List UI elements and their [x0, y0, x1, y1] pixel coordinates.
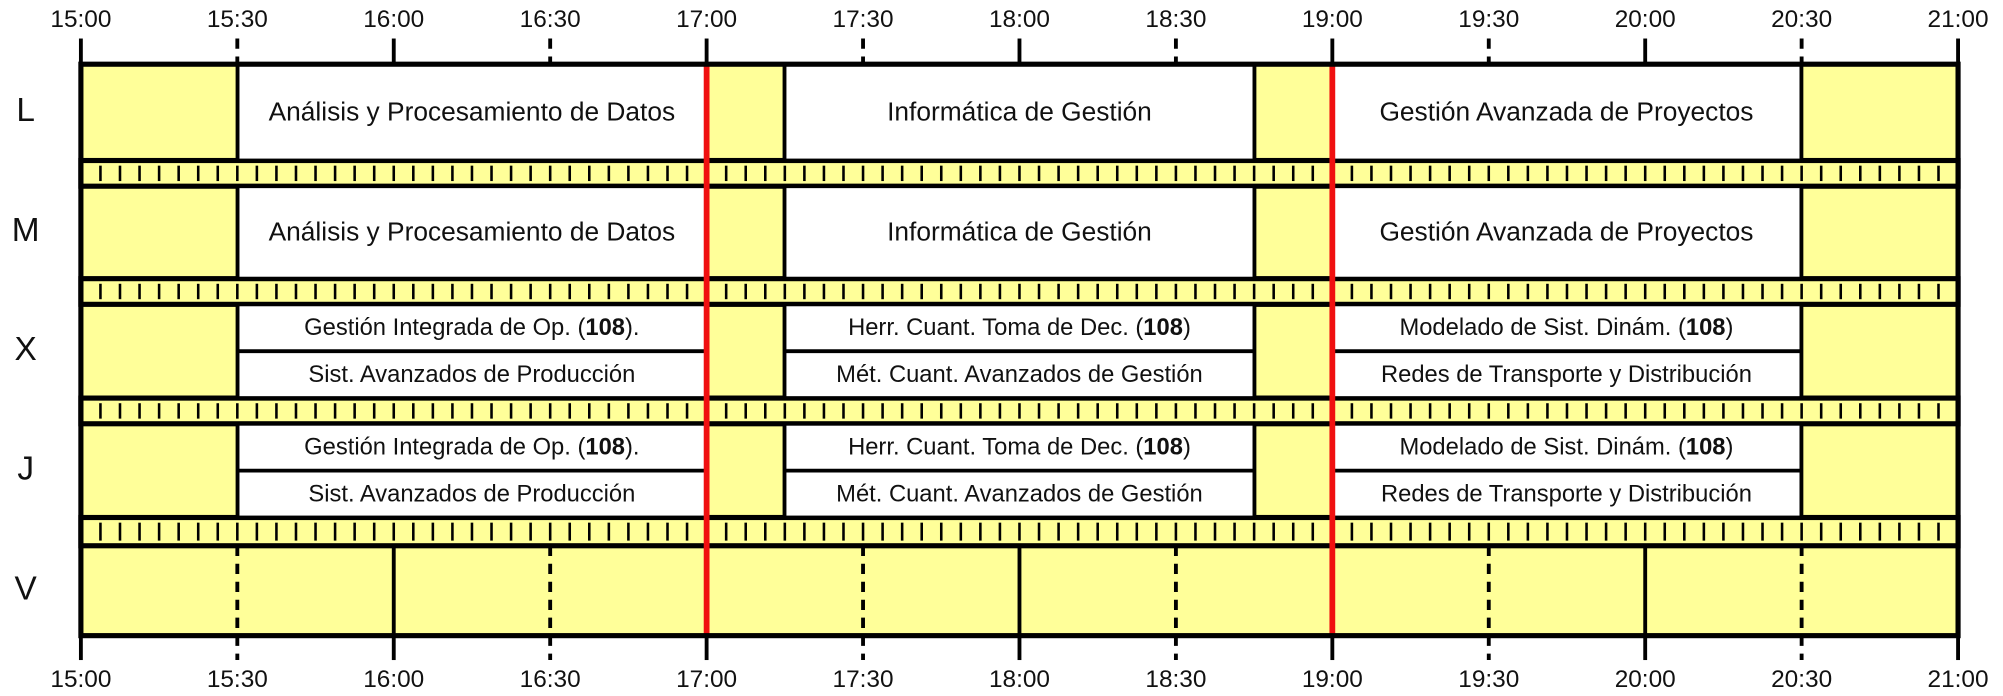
course-box — [782, 184, 1257, 281]
course-text: Mét. Cuant. Avanzados de Gestión — [836, 361, 1203, 388]
time-label-bottom: 15:30 — [207, 666, 268, 693]
course-box — [235, 184, 709, 281]
course-text: Redes de Transporte y Distribución — [1381, 481, 1752, 508]
course-text-end: ). — [625, 314, 640, 341]
course-name: Mét. Cuant. Avanzados de Gestión — [836, 481, 1203, 508]
room-number: 108 — [585, 314, 625, 341]
day-label: V — [15, 571, 38, 608]
room-number: 108 — [585, 434, 625, 461]
time-label-bottom: 19:00 — [1302, 666, 1363, 693]
course-text: Gestión Integrada de Op. ( — [304, 314, 585, 341]
course-text: Análisis y Procesamiento de Datos — [269, 97, 676, 127]
time-label-bottom: 18:00 — [989, 666, 1050, 693]
time-label-top: 20:30 — [1771, 6, 1832, 33]
course-box — [1329, 62, 1804, 163]
course-text: Gestión Avanzada de Proyectos — [1379, 217, 1753, 247]
course-name: Análisis y Procesamiento de Datos — [269, 97, 676, 127]
course-text: Modelado de Sist. Dinám. ( — [1399, 434, 1686, 461]
course-name: Gestión Avanzada de Proyectos — [1379, 97, 1753, 127]
time-label-bottom: 17:30 — [833, 666, 894, 693]
room-number: 108 — [1686, 434, 1726, 461]
course-text: Gestión Integrada de Op. ( — [304, 434, 585, 461]
course-text: Análisis y Procesamiento de Datos — [269, 217, 676, 247]
time-label-top: 17:00 — [676, 6, 737, 33]
course-box — [235, 62, 709, 163]
time-label-top: 20:00 — [1615, 6, 1676, 33]
course-name: Modelado de Sist. Dinám. (108) — [1399, 314, 1733, 341]
course-name: Gestión Integrada de Op. (108). — [304, 314, 639, 341]
course-text: Sist. Avanzados de Producción — [308, 481, 635, 508]
day-label: M — [12, 212, 40, 249]
time-label-bottom: 20:00 — [1615, 666, 1676, 693]
time-label-top: 18:00 — [989, 6, 1050, 33]
course-text: Mét. Cuant. Avanzados de Gestión — [836, 481, 1203, 508]
course-name: Redes de Transporte y Distribución — [1381, 361, 1752, 388]
time-label-top: 16:00 — [363, 6, 424, 33]
grid-border — [78, 61, 1961, 639]
time-label-bottom: 19:30 — [1458, 666, 1519, 693]
time-label-bottom: 16:00 — [363, 666, 424, 693]
time-label-bottom: 17:00 — [676, 666, 737, 693]
time-label-bottom: 15:00 — [50, 666, 111, 693]
course-name: Redes de Transporte y Distribución — [1381, 481, 1752, 508]
course-text-end: ) — [1183, 434, 1191, 461]
course-text-end: ). — [625, 434, 640, 461]
day-label: L — [16, 92, 35, 129]
time-label-top: 21:00 — [1928, 6, 1989, 33]
time-label-top: 15:00 — [50, 6, 111, 33]
course-text: Informática de Gestión — [887, 217, 1152, 247]
course-text-end: ) — [1726, 434, 1734, 461]
course-text: Herr. Cuant. Toma de Dec. ( — [848, 314, 1143, 341]
time-label-bottom: 16:30 — [520, 666, 581, 693]
time-label-top: 19:00 — [1302, 6, 1363, 33]
course-name: Análisis y Procesamiento de Datos — [269, 217, 676, 247]
course-box — [1329, 184, 1804, 281]
time-label-top: 15:30 — [207, 6, 268, 33]
time-label-bottom: 18:30 — [1145, 666, 1206, 693]
course-name: Informática de Gestión — [887, 97, 1152, 127]
time-label-bottom: 20:30 — [1771, 666, 1832, 693]
course-name: Gestión Avanzada de Proyectos — [1379, 217, 1753, 247]
course-name: Sist. Avanzados de Producción — [308, 481, 635, 508]
course-text: Gestión Avanzada de Proyectos — [1379, 97, 1753, 127]
room-number: 108 — [1143, 434, 1183, 461]
time-label-bottom: 21:00 — [1928, 666, 1989, 693]
course-text-end: ) — [1183, 314, 1191, 341]
course-text: Redes de Transporte y Distribución — [1381, 361, 1752, 388]
course-name: Herr. Cuant. Toma de Dec. (108) — [848, 314, 1191, 341]
course-text-end: ) — [1726, 314, 1734, 341]
course-name: Sist. Avanzados de Producción — [308, 361, 635, 388]
room-number: 108 — [1686, 314, 1726, 341]
course-box — [782, 62, 1257, 163]
day-label: X — [15, 331, 37, 368]
course-text: Herr. Cuant. Toma de Dec. ( — [848, 434, 1143, 461]
time-label-top: 16:30 — [520, 6, 581, 33]
room-number: 108 — [1143, 314, 1183, 341]
course-text: Sist. Avanzados de Producción — [308, 361, 635, 388]
day-label: J — [17, 450, 34, 487]
course-name: Informática de Gestión — [887, 217, 1152, 247]
course-text: Modelado de Sist. Dinám. ( — [1399, 314, 1686, 341]
time-label-top: 18:30 — [1145, 6, 1206, 33]
course-name: Modelado de Sist. Dinám. (108) — [1399, 434, 1733, 461]
course-name: Gestión Integrada de Op. (108). — [304, 434, 639, 461]
course-name: Herr. Cuant. Toma de Dec. (108) — [848, 434, 1191, 461]
time-label-top: 19:30 — [1458, 6, 1519, 33]
course-text: Informática de Gestión — [887, 97, 1152, 127]
time-label-top: 17:30 — [833, 6, 894, 33]
course-name: Mét. Cuant. Avanzados de Gestión — [836, 361, 1203, 388]
